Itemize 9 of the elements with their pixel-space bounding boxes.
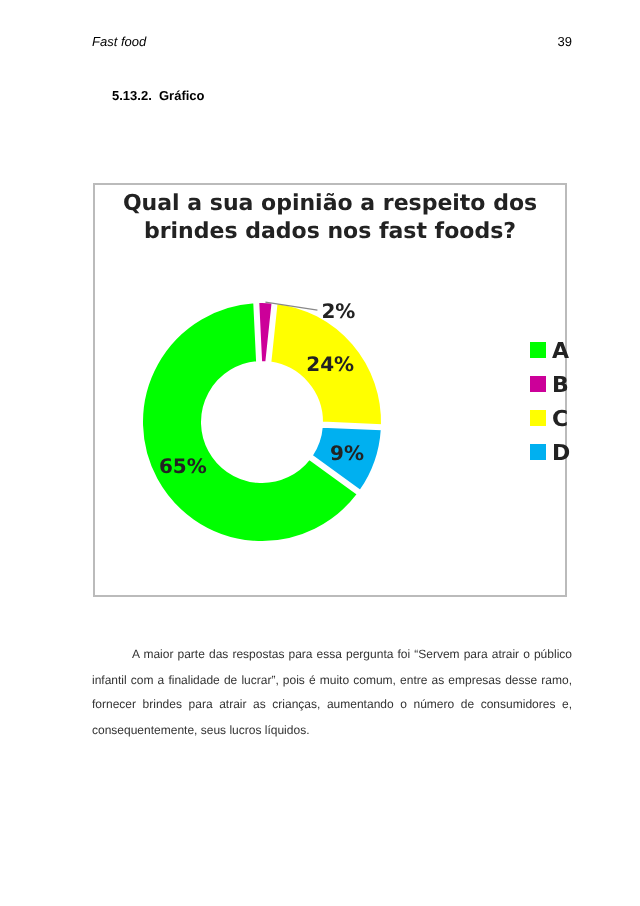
chart-title: Qual a sua opinião a respeito dos brindes dados nos fast foods? <box>120 190 540 246</box>
data-label: 24% <box>306 355 355 378</box>
legend-label: C <box>552 406 569 432</box>
legend-label: B <box>552 372 569 398</box>
legend-label: A <box>552 338 570 364</box>
data-label: 9% <box>329 443 364 466</box>
data-label: 2% <box>321 302 356 325</box>
legend-label: D <box>552 440 571 466</box>
data-label: 65% <box>158 456 207 479</box>
